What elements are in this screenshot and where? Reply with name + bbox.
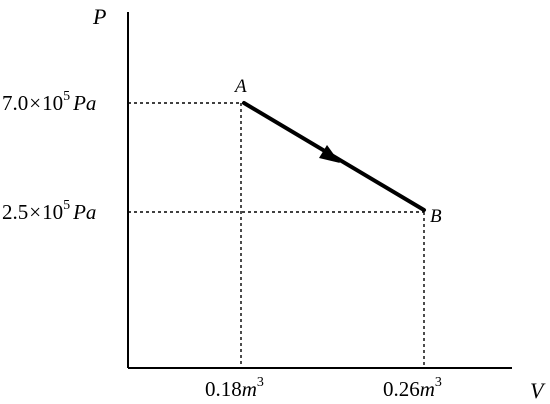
tick-v-b-value: 0.26 xyxy=(383,377,420,401)
tick-p-high-unit: Pa xyxy=(72,91,96,115)
tick-p-low: 2.5×105 Pa xyxy=(2,198,96,224)
tick-v-a-exp: 3 xyxy=(257,375,264,390)
tick-p-high-times: × xyxy=(29,91,41,115)
tick-v-a-unit: m xyxy=(242,377,257,401)
tick-p-high: 7.0×105 Pa xyxy=(2,89,96,115)
tick-p-high-base: 10 xyxy=(42,91,63,115)
tick-p-low-unit: Pa xyxy=(72,200,96,224)
tick-p-low-mantissa: 2.5 xyxy=(2,200,28,224)
tick-p-high-mantissa: 7.0 xyxy=(2,91,28,115)
x-axis-label: V xyxy=(530,378,546,403)
tick-v-a-value: 0.18 xyxy=(205,377,242,401)
point-b-label: B xyxy=(430,206,442,227)
direction-arrow-icon xyxy=(319,145,340,163)
y-axis-label: P xyxy=(92,4,106,29)
point-a-label: A xyxy=(233,76,247,97)
tick-p-low-exp: 5 xyxy=(63,198,70,213)
tick-v-b-exp: 3 xyxy=(435,375,442,390)
tick-v-b-unit: m xyxy=(420,377,435,401)
tick-p-high-exp: 5 xyxy=(63,89,70,104)
tick-v-a: 0.18m3 xyxy=(205,375,264,401)
tick-v-b: 0.26m3 xyxy=(383,375,442,401)
tick-p-low-base: 10 xyxy=(42,200,63,224)
tick-p-low-times: × xyxy=(29,200,41,224)
